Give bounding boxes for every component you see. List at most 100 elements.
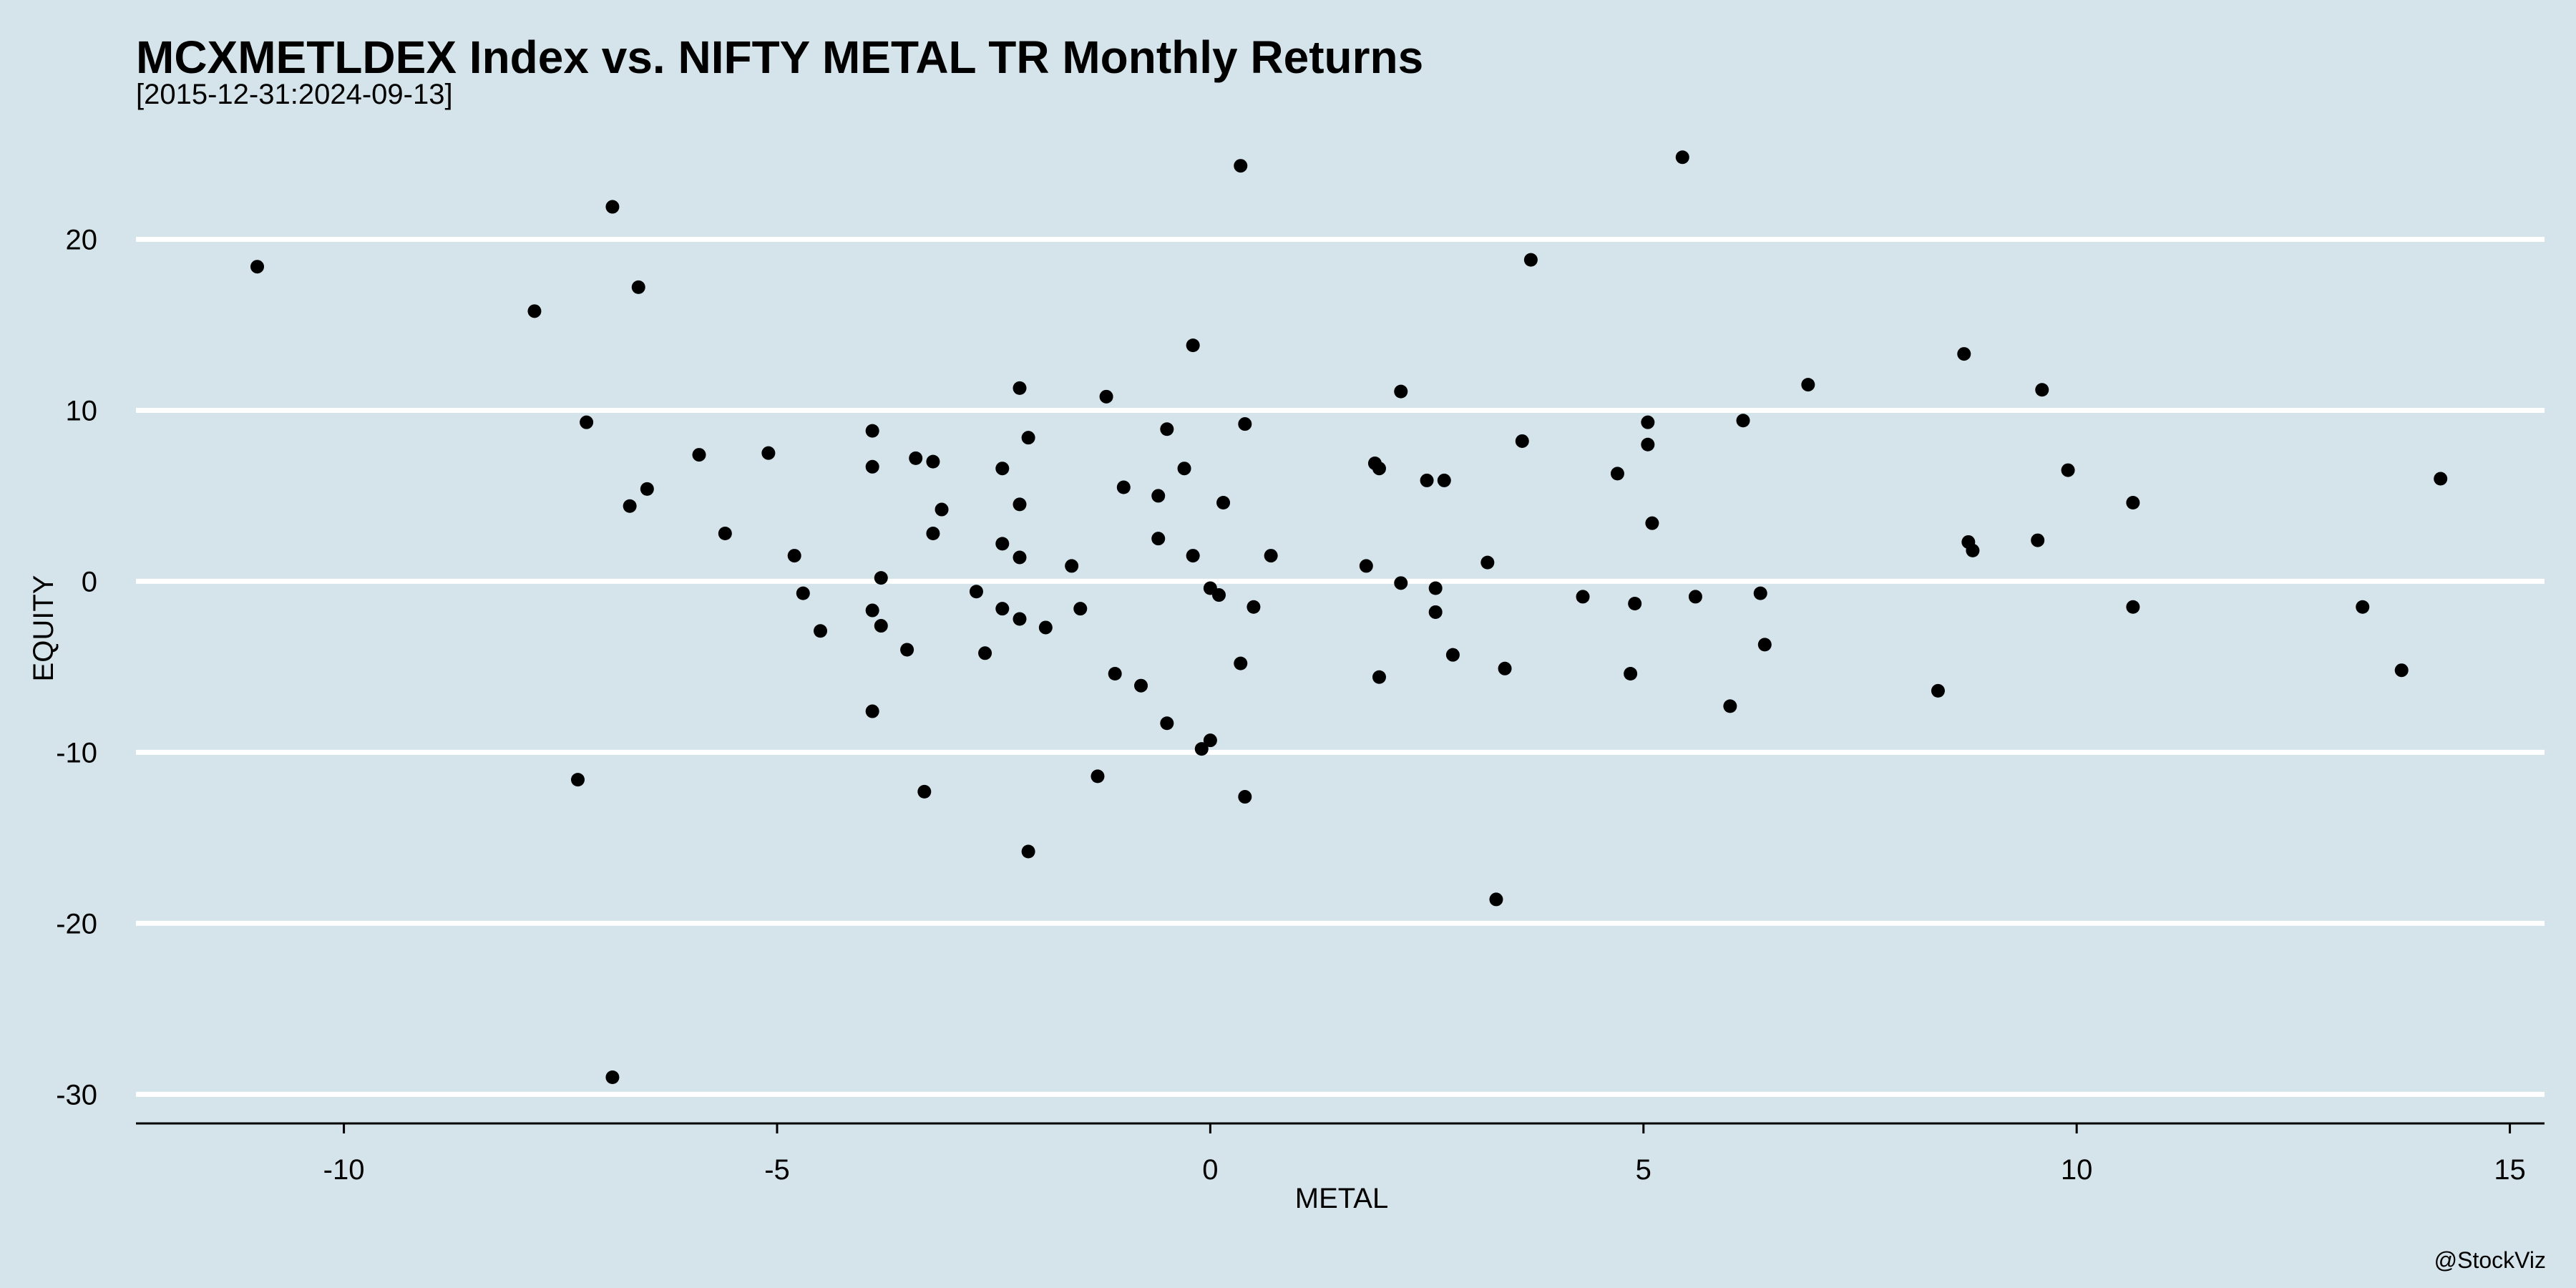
y-axis-tick-labels: 20 10 0 -10 -20 -30 xyxy=(56,224,97,1111)
data-point xyxy=(1238,417,1252,431)
data-point xyxy=(1641,415,1655,429)
data-point xyxy=(1801,378,1815,392)
data-point xyxy=(1372,462,1386,476)
x-tick-label: 5 xyxy=(1636,1154,1652,1186)
x-tick-label: 15 xyxy=(2494,1154,2526,1186)
data-point xyxy=(978,646,992,660)
data-point xyxy=(1246,600,1261,614)
y-tick-label: 10 xyxy=(66,395,98,426)
data-point xyxy=(1116,480,1131,494)
data-point xyxy=(1065,559,1079,573)
data-point xyxy=(640,482,654,496)
data-point xyxy=(1688,590,1702,604)
data-point xyxy=(1675,150,1689,165)
data-point xyxy=(865,459,879,474)
data-point xyxy=(1194,742,1209,756)
y-tick-label: 20 xyxy=(66,224,98,255)
data-point xyxy=(1186,549,1200,563)
data-point xyxy=(1021,844,1035,859)
data-point xyxy=(1736,414,1750,428)
data-point xyxy=(1757,638,1772,652)
data-point xyxy=(796,586,810,600)
data-point xyxy=(605,200,620,214)
data-point xyxy=(1931,683,1945,698)
data-point xyxy=(1359,559,1373,573)
chart-subtitle: [2015-12-31:2024-09-13] xyxy=(136,79,453,110)
data-point xyxy=(1021,431,1035,445)
data-point xyxy=(1134,678,1148,693)
x-tick-label: 0 xyxy=(1202,1154,1218,1186)
data-point xyxy=(1216,495,1231,509)
data-point xyxy=(787,549,801,563)
data-point xyxy=(1523,253,1538,267)
data-point xyxy=(623,499,637,513)
data-point xyxy=(909,451,923,465)
data-point xyxy=(814,624,828,638)
data-points xyxy=(250,150,2448,1084)
data-point xyxy=(969,585,983,599)
data-point xyxy=(865,424,879,438)
data-point xyxy=(1610,467,1624,481)
x-tick-label: -5 xyxy=(764,1154,790,1186)
data-point xyxy=(1645,516,1659,530)
data-point xyxy=(250,260,265,274)
x-axis: -10 -5 0 5 10 15 xyxy=(136,1122,2545,1186)
data-point xyxy=(2126,600,2140,614)
gridlines xyxy=(136,236,2545,1097)
data-point xyxy=(1966,543,1980,557)
data-point xyxy=(1753,586,1767,600)
x-axis-title: METAL xyxy=(1295,1183,1388,1214)
data-point xyxy=(1394,384,1408,399)
data-point xyxy=(1211,588,1226,602)
data-point xyxy=(1073,602,1088,616)
data-point xyxy=(1498,661,1512,675)
chart-title: MCXMETLDEX Index vs. NIFTY METAL TR Mont… xyxy=(136,31,1423,83)
data-point xyxy=(1234,656,1248,670)
data-point xyxy=(995,462,1010,476)
x-tick-label: -10 xyxy=(323,1154,365,1186)
data-point xyxy=(580,415,594,429)
data-point xyxy=(571,773,585,787)
data-point xyxy=(1160,716,1174,731)
data-point xyxy=(1641,437,1655,452)
data-point xyxy=(1445,648,1460,662)
data-point xyxy=(865,704,879,718)
data-point xyxy=(1186,338,1200,353)
data-point xyxy=(1428,605,1443,619)
data-point xyxy=(2061,463,2075,477)
data-point xyxy=(1013,381,1027,395)
data-point xyxy=(1038,620,1053,635)
data-point xyxy=(1515,434,1529,448)
data-point xyxy=(935,502,949,517)
data-point xyxy=(1151,489,1166,503)
data-point xyxy=(874,619,888,633)
data-point xyxy=(926,454,940,469)
data-point xyxy=(2434,472,2448,486)
data-point xyxy=(1234,159,1248,173)
data-point xyxy=(917,784,932,799)
data-point xyxy=(995,602,1010,616)
data-point xyxy=(1576,590,1590,604)
data-point xyxy=(900,643,914,657)
data-point xyxy=(1957,347,1971,361)
watermark-caption: @StockViz xyxy=(2434,1247,2546,1273)
y-tick-label: -10 xyxy=(56,737,97,769)
data-point xyxy=(1628,596,1642,610)
data-point xyxy=(1394,576,1408,590)
data-point xyxy=(2035,383,2049,397)
data-point xyxy=(1238,790,1252,804)
data-point xyxy=(692,448,706,462)
data-point xyxy=(1480,555,1495,570)
data-point xyxy=(1372,670,1386,684)
data-point xyxy=(1013,612,1027,626)
data-point xyxy=(1264,549,1278,563)
data-point xyxy=(1108,666,1122,680)
data-point xyxy=(1160,422,1174,436)
data-point xyxy=(1428,581,1443,595)
data-point xyxy=(605,1070,620,1084)
data-point xyxy=(1151,532,1166,546)
data-point xyxy=(995,537,1010,551)
data-point xyxy=(527,304,542,318)
data-point xyxy=(1624,666,1638,680)
